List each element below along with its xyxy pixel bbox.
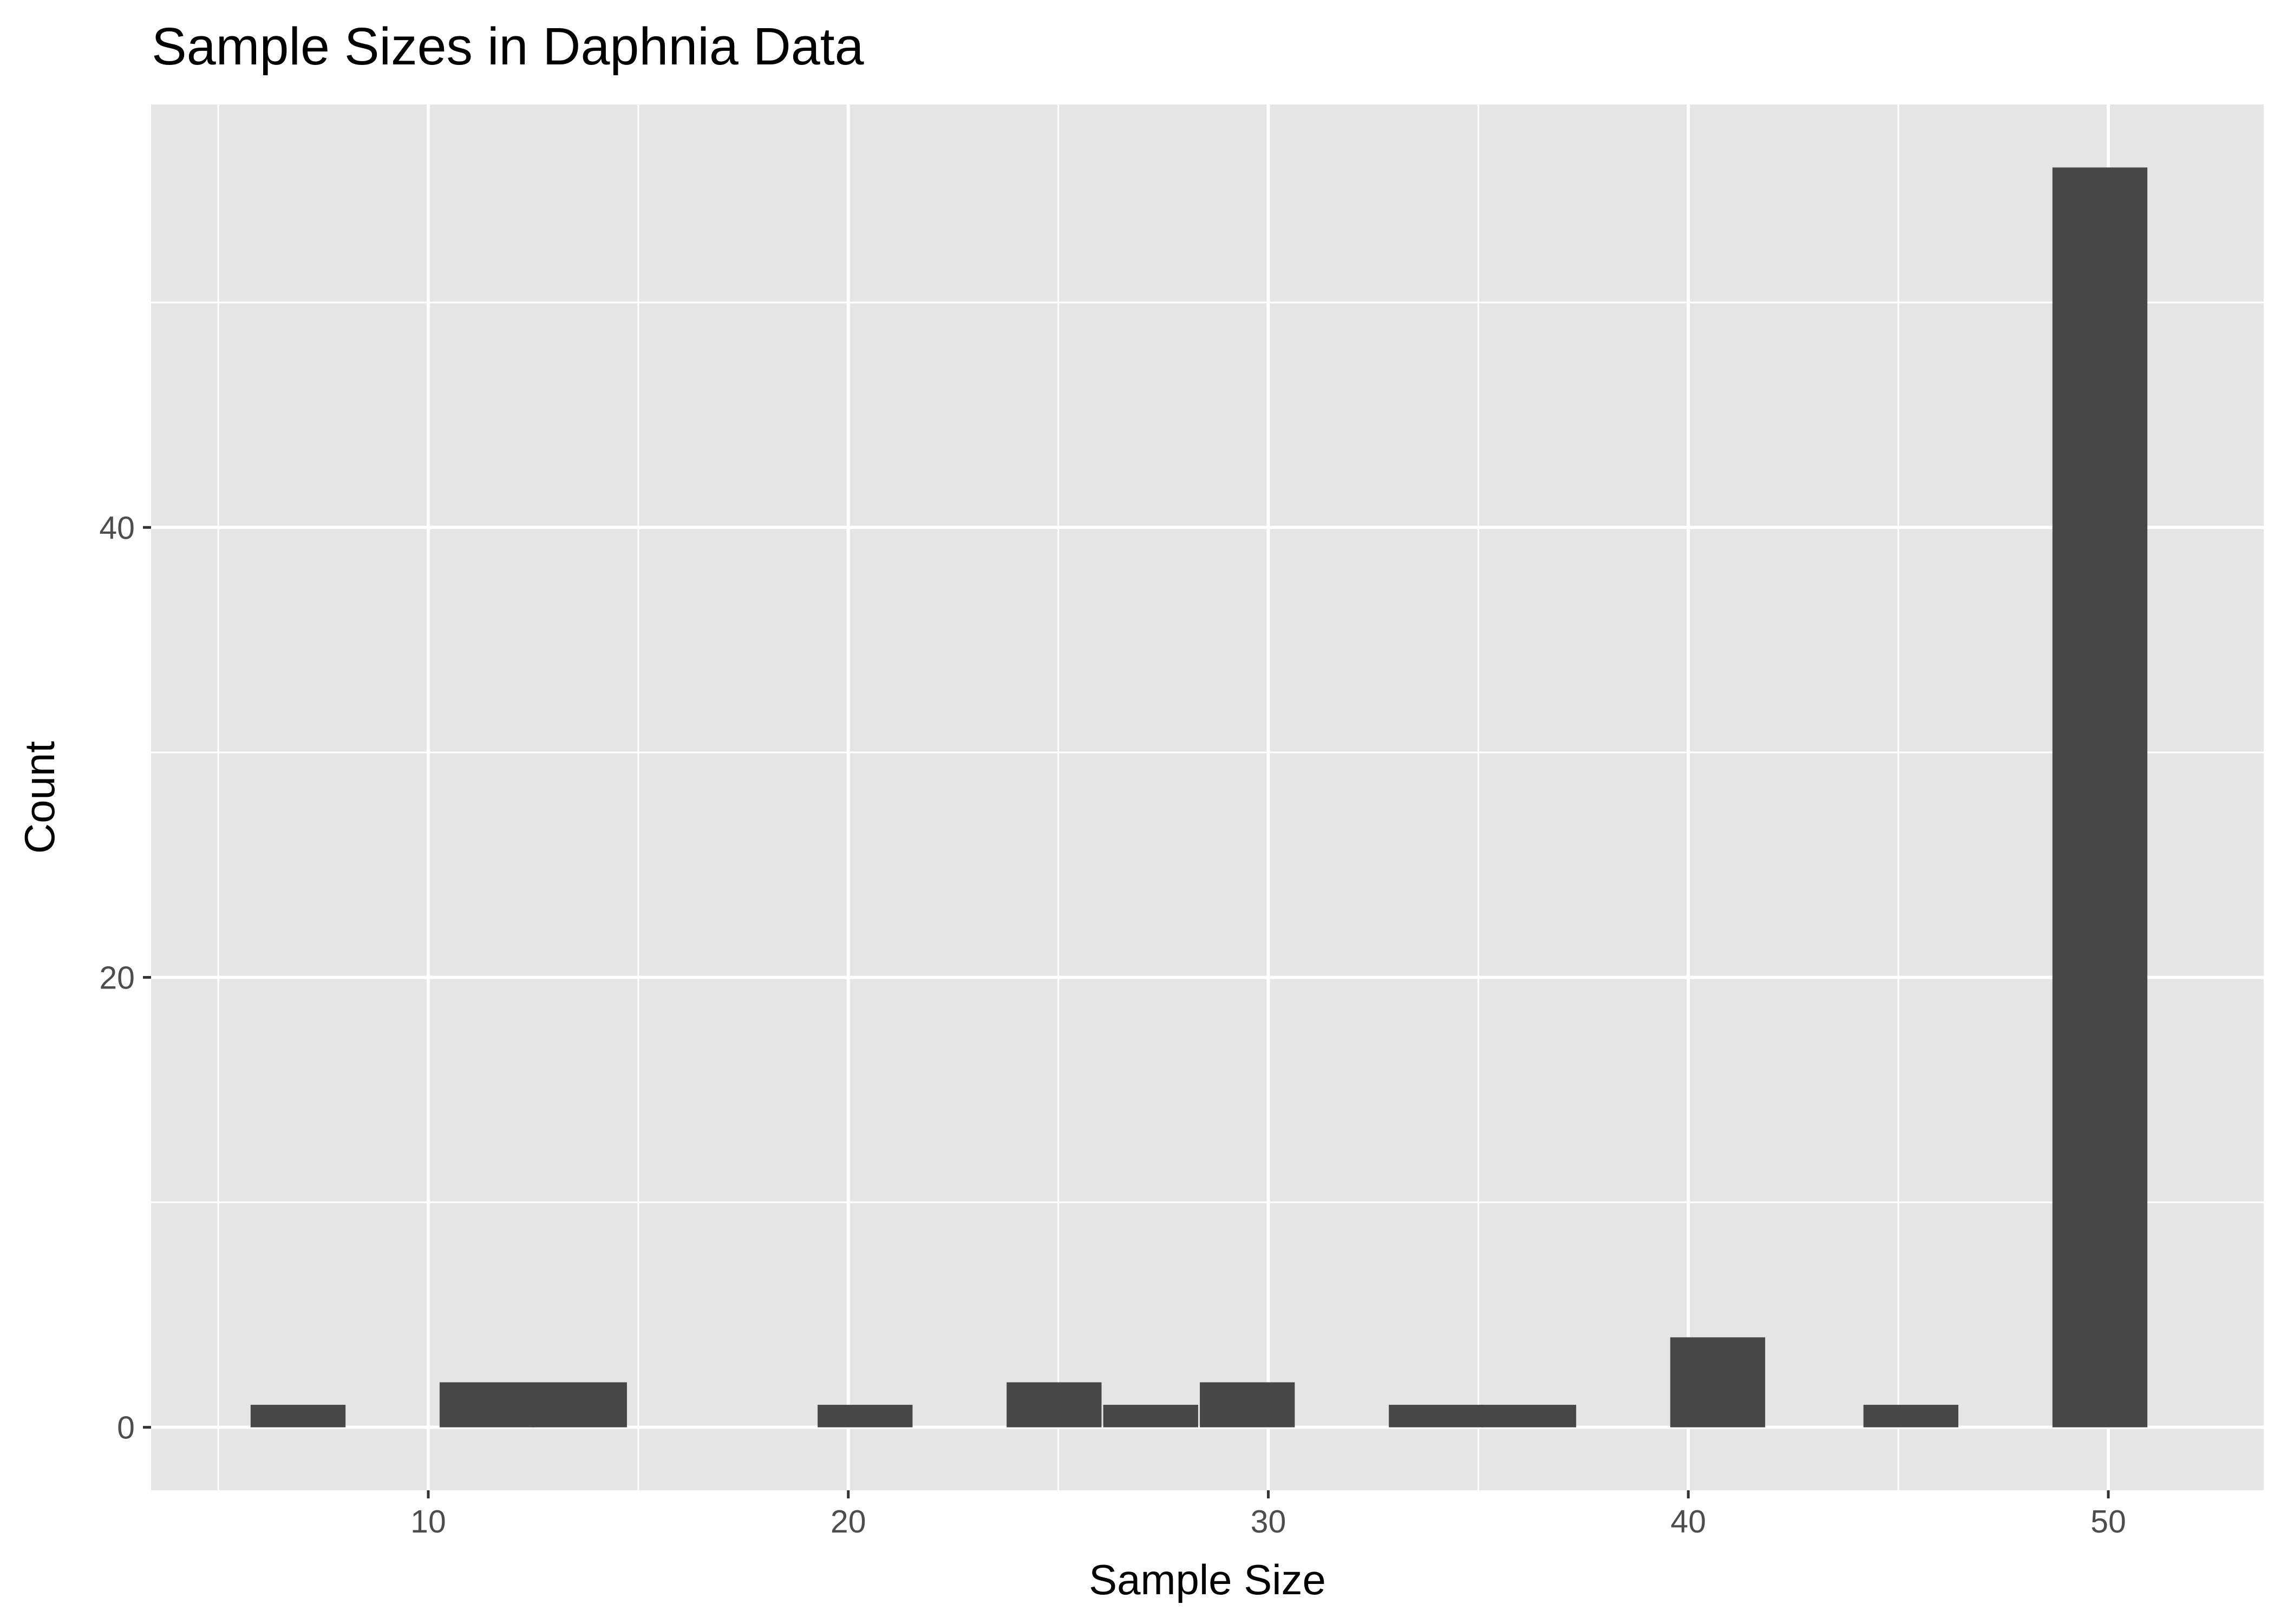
histogram-bar [1389,1405,1484,1427]
histogram-bar [439,1382,535,1427]
y-tick-label: 0 [117,1410,135,1446]
histogram-bar [1103,1405,1198,1427]
x-axis-label: Sample Size [1089,1556,1326,1603]
histogram-bar [1670,1337,1766,1427]
x-tick-label: 30 [1251,1504,1286,1540]
x-tick-label: 10 [410,1504,446,1540]
histogram-bar [1863,1405,1959,1427]
y-tick-label: 40 [99,510,135,546]
x-tick-label: 50 [2090,1504,2126,1540]
histogram-bar [1200,1382,1295,1427]
plot-panel [151,104,2264,1490]
y-tick-label: 20 [99,960,135,996]
histogram-bar [250,1405,346,1427]
histogram-bar [1481,1405,1577,1427]
histogram-bar [818,1405,913,1427]
x-tick-label: 20 [831,1504,866,1540]
histogram-bar [532,1382,627,1427]
x-tick-label: 40 [1670,1504,1706,1540]
chart-title: Sample Sizes in Daphnia Data [152,17,864,76]
y-axis-label: Count [16,741,63,854]
histogram-bar [2052,167,2148,1427]
histogram-bar [1007,1382,1102,1427]
